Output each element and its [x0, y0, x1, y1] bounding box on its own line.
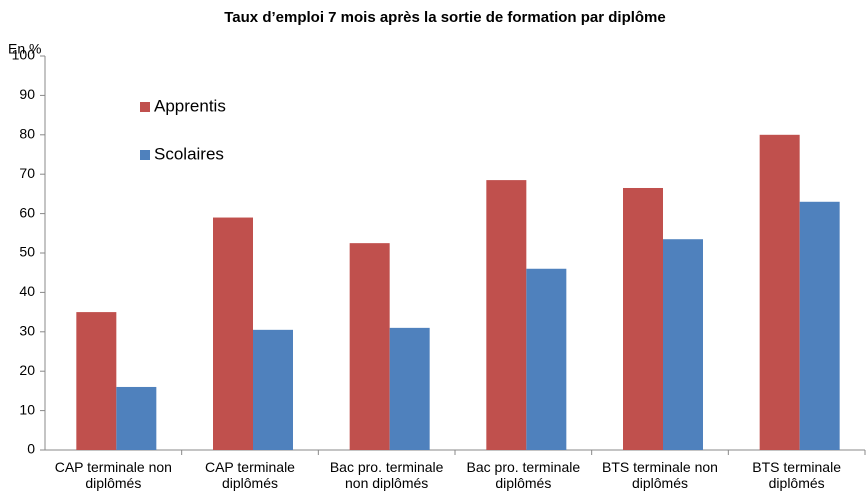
y-tick-label: 80 [19, 126, 35, 142]
bar [213, 217, 253, 450]
bar [389, 327, 430, 450]
y-tick-label: 20 [19, 362, 35, 378]
y-tick-label: 50 [19, 244, 35, 260]
y-tick-label: 10 [19, 401, 35, 417]
bar [623, 187, 663, 451]
y-tick-label: 0 [27, 441, 35, 457]
y-tick-label: 30 [19, 323, 35, 339]
y-tick-label: 70 [19, 165, 35, 181]
bar [526, 268, 567, 450]
y-tick-label: 60 [19, 204, 35, 220]
legend-label: Apprentis [154, 96, 226, 115]
x-tick-label: BTS terminale diplômés [752, 459, 841, 491]
legend-swatch [140, 102, 150, 112]
x-tick-label: CAP terminale non diplômés [54, 459, 172, 491]
x-tick-label: Bac pro. terminale diplômés [466, 459, 581, 491]
bar [799, 201, 840, 450]
y-tick-label: 100 [12, 47, 36, 63]
bar [76, 312, 117, 450]
legend-swatch [140, 150, 150, 160]
bar [759, 134, 800, 451]
y-tick-label: 90 [19, 86, 35, 102]
y-axis-label: En % [8, 41, 41, 57]
bar [349, 243, 390, 450]
x-tick-label: CAP terminale diplômés [204, 459, 295, 491]
bar [663, 239, 703, 450]
x-tick-label: BTS terminale non diplômés [602, 459, 718, 491]
bar [116, 386, 157, 450]
chart-title: Taux d’emploi 7 mois après la sortie de … [224, 9, 666, 26]
bar [486, 180, 527, 451]
y-tick-label: 40 [19, 283, 35, 299]
bar [253, 329, 293, 450]
x-tick-label: Bac pro. terminale non diplômés [329, 459, 444, 491]
legend-label: Scolaires [154, 144, 224, 163]
